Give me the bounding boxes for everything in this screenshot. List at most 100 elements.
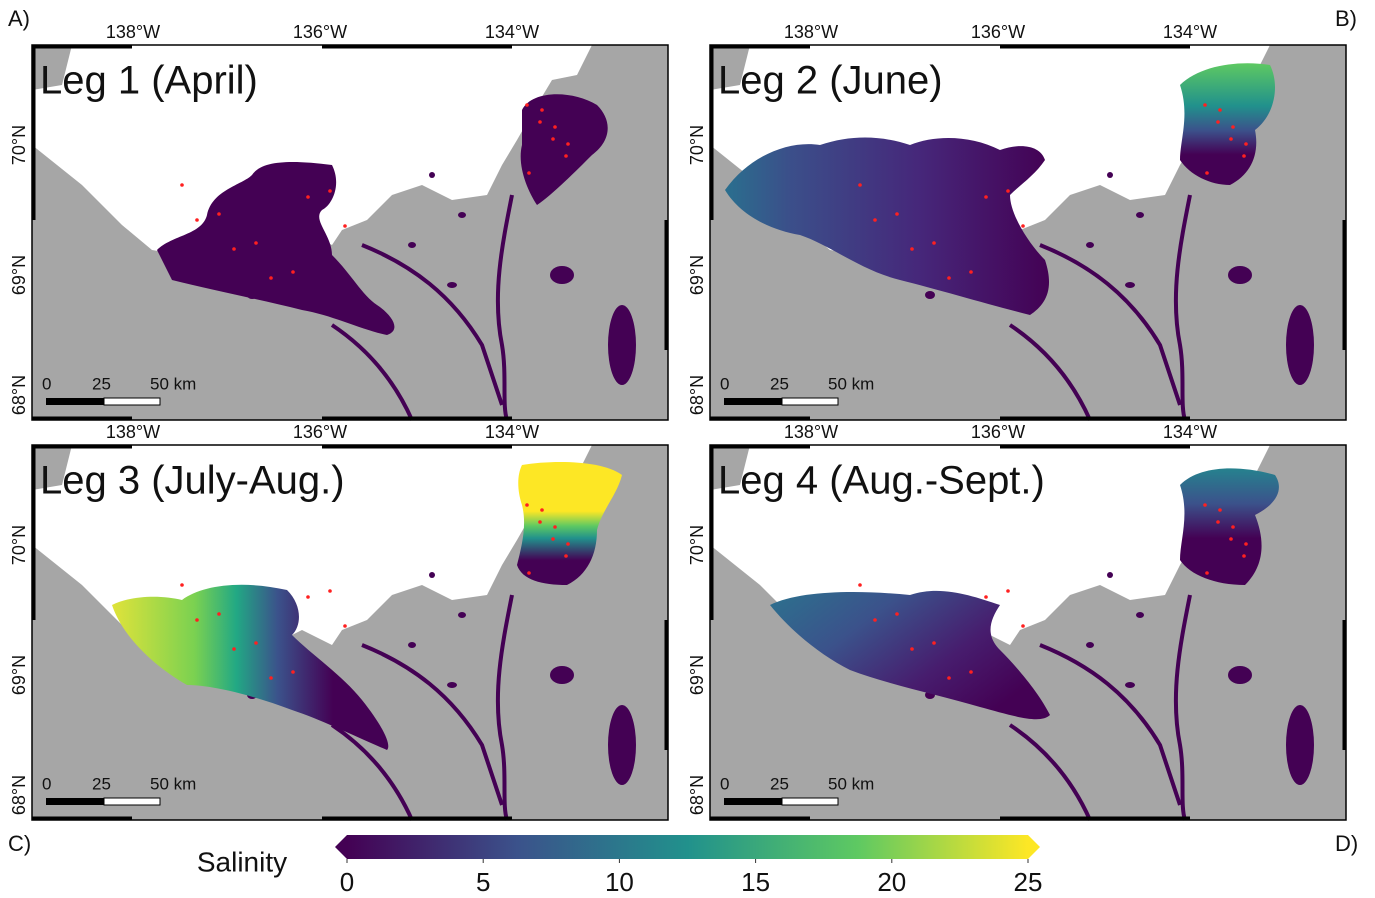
river <box>330 323 414 421</box>
river <box>495 594 514 821</box>
station <box>254 641 258 645</box>
latitude-label: 70°N <box>9 125 29 165</box>
station <box>858 183 862 187</box>
latitude-label: 69°N <box>687 655 707 695</box>
lake <box>458 612 466 618</box>
station <box>858 583 862 587</box>
station <box>291 270 295 274</box>
station <box>553 125 557 129</box>
longitude-label: 136°W <box>293 22 347 42</box>
station <box>1216 120 1220 124</box>
scale-label: 0 <box>720 374 729 393</box>
station <box>328 189 332 193</box>
panel-letter: B) <box>1335 6 1357 31</box>
longitude-label: 134°W <box>485 22 539 42</box>
station <box>947 676 951 680</box>
station <box>217 612 221 616</box>
lake <box>1107 572 1113 578</box>
latitude-label: 70°N <box>687 525 707 565</box>
river <box>1039 243 1182 406</box>
salinity-field <box>520 94 608 205</box>
longitude-label: 136°W <box>971 22 1025 42</box>
longitude-label: 138°W <box>784 422 838 442</box>
station <box>895 212 899 216</box>
scale-bar <box>103 797 161 806</box>
station <box>932 641 936 645</box>
station <box>1244 542 1248 546</box>
lake <box>429 572 435 578</box>
station <box>195 618 199 622</box>
salinity-field <box>517 462 622 585</box>
sea <box>32 45 592 255</box>
longitude-label: 134°W <box>1163 422 1217 442</box>
map-panel: Leg 1 (April) 138°W 136°W 134°W 70°N 69°N 68°N… <box>9 22 669 421</box>
longitude-label: 138°W <box>106 422 160 442</box>
station <box>540 508 544 512</box>
latitude-label: 69°N <box>9 655 29 695</box>
colorbar-tick-label: 20 <box>877 867 906 897</box>
station <box>306 595 310 599</box>
station <box>538 520 542 524</box>
station <box>180 583 184 587</box>
station <box>947 276 951 280</box>
station <box>969 670 973 674</box>
colorbar-extend <box>335 835 347 859</box>
lake <box>608 305 636 385</box>
station <box>1205 571 1209 575</box>
station <box>873 618 877 622</box>
panel-title: Leg 2 (June) <box>718 59 943 103</box>
station <box>1021 624 1025 628</box>
scale-label: 50 km <box>828 774 874 793</box>
lake <box>458 212 466 218</box>
station <box>873 218 877 222</box>
scale-label: 50 km <box>150 374 196 393</box>
panel-letter: C) <box>8 831 31 856</box>
station <box>195 218 199 222</box>
scale-bar <box>724 398 782 405</box>
lake <box>1286 705 1314 785</box>
station <box>1242 154 1246 158</box>
scale-bar <box>781 797 839 806</box>
salinity-field <box>770 590 1050 720</box>
river <box>1173 194 1192 421</box>
latitude-label: 69°N <box>687 255 707 295</box>
salinity-field <box>1180 468 1279 585</box>
station <box>1006 589 1010 593</box>
longitude-label: 134°W <box>485 422 539 442</box>
station <box>553 525 557 529</box>
station <box>1203 503 1207 507</box>
station <box>525 503 529 507</box>
station <box>969 270 973 274</box>
river <box>1173 594 1192 821</box>
station <box>910 247 914 251</box>
map-panel: Leg 2 (June) 138°W 136°W 134°W 70°N 69°N 68°N 0… <box>687 22 1347 421</box>
scale-bar <box>46 798 104 805</box>
station <box>1229 137 1233 141</box>
lake <box>1086 642 1094 648</box>
scale-bar <box>724 798 782 805</box>
colorbar-tick-label: 10 <box>605 867 634 897</box>
colorbar <box>347 835 1028 859</box>
lake <box>447 682 457 688</box>
salinity-field <box>157 162 395 335</box>
scale-label: 0 <box>42 374 51 393</box>
station <box>984 595 988 599</box>
lake <box>408 242 416 248</box>
map-panel: Leg 4 (Aug.-Sept.) 138°W 136°W 134°W 70°N 69°… <box>687 422 1347 821</box>
scale-bar <box>103 397 161 406</box>
latitude-label: 68°N <box>687 375 707 415</box>
river <box>361 243 504 406</box>
river <box>1008 723 1092 821</box>
latitude-label: 68°N <box>687 775 707 815</box>
scale-label: 50 km <box>150 774 196 793</box>
scale-label: 0 <box>720 774 729 793</box>
station <box>551 537 555 541</box>
station <box>932 241 936 245</box>
lake <box>550 666 574 684</box>
lake <box>447 282 457 288</box>
station <box>538 120 542 124</box>
station <box>1229 537 1233 541</box>
lake <box>1125 682 1135 688</box>
latitude-label: 69°N <box>9 255 29 295</box>
scale-label: 25 <box>92 374 111 393</box>
